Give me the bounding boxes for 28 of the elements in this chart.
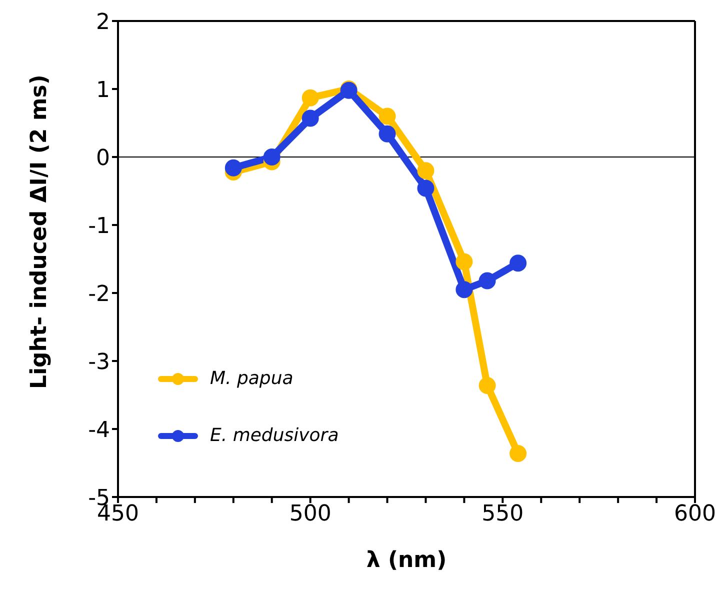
point	[456, 281, 473, 298]
point	[302, 89, 319, 106]
point	[456, 253, 473, 270]
legend-label: M. papua	[210, 368, 294, 389]
point	[224, 159, 242, 176]
y-axis-title: Light- induced ΔI/I (2 ms)	[26, 74, 52, 389]
x-axis-title: λ (nm)	[366, 548, 447, 573]
x-tick-label: 550	[482, 502, 524, 527]
y-tick-label: -4	[88, 418, 110, 443]
y-tick-label: 1	[96, 78, 110, 103]
point	[510, 254, 527, 272]
point	[378, 125, 396, 142]
point	[378, 108, 396, 125]
y-tick-label: -2	[88, 282, 110, 307]
y-tick-label: -3	[88, 350, 110, 375]
y-tick-label: 0	[96, 146, 110, 171]
x-tick-label: 500	[289, 502, 332, 527]
x-tick-label: 600	[674, 502, 716, 527]
point	[478, 376, 496, 394]
point	[417, 180, 434, 197]
point	[417, 162, 434, 180]
point	[263, 148, 280, 166]
y-tick-label: -1	[88, 214, 110, 239]
point	[510, 444, 527, 462]
legend-label: E. medusivora	[210, 425, 339, 446]
point	[302, 110, 319, 127]
point	[478, 272, 496, 290]
y-tick-label: 2	[96, 10, 110, 35]
